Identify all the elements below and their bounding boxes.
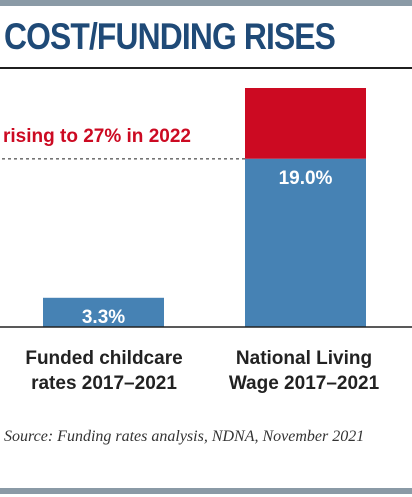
source-note: Source: Funding rates analysis, NDNA, No…: [4, 428, 365, 445]
top-rule: [0, 0, 412, 6]
projection-annotation: rising to 27% in 2022: [3, 126, 191, 147]
bar-value-label-1: 19.0%: [279, 168, 333, 189]
bar-value-label-0: 3.3%: [82, 307, 125, 328]
bar-chart: rising to 27% in 2022 3.3% 19.0%: [0, 88, 412, 328]
bar-1: [245, 158, 366, 327]
bar-0: [43, 297, 164, 327]
bottom-rule: [0, 488, 412, 494]
chart-title: COST/FUNDING RISES: [4, 16, 336, 57]
projection-segment: [245, 88, 366, 159]
category-label-national-living-wage: National Living Wage 2017–2021: [228, 348, 380, 394]
title-divider: [0, 67, 412, 69]
category-label-funded-childcare: Funded childcare rates 2017–2021: [25, 348, 183, 394]
